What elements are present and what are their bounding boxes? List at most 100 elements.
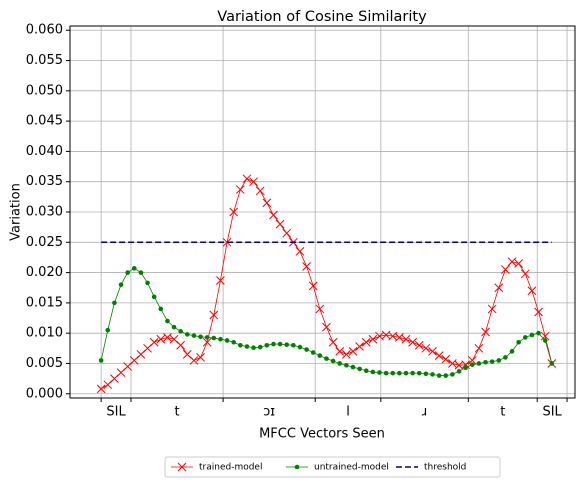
point: [540, 331, 550, 341]
point: [310, 350, 316, 355]
point: [158, 306, 164, 312]
y-tick-label: 0.030: [26, 205, 63, 220]
x-tick-label: t: [500, 405, 505, 420]
point: [448, 359, 457, 368]
point: [414, 340, 424, 350]
point: [269, 210, 278, 220]
point: [529, 332, 535, 338]
point: [297, 344, 303, 350]
point: [456, 369, 462, 374]
y-axis-label: Variation: [9, 183, 24, 241]
point: [204, 335, 210, 340]
y-tick-label: 0.055: [26, 53, 63, 68]
point: [416, 370, 422, 376]
point: [397, 370, 402, 376]
point: [494, 283, 504, 293]
point: [463, 365, 468, 371]
point: [507, 257, 517, 267]
point: [185, 332, 190, 337]
point: [229, 207, 239, 217]
point: [337, 361, 343, 366]
point: [271, 341, 276, 347]
point: [235, 185, 245, 194]
point: [284, 342, 290, 347]
legend-label: untrained-model: [314, 463, 389, 473]
point: [322, 322, 331, 332]
point: [401, 334, 411, 344]
point: [355, 342, 364, 351]
x-tick-label: SIL: [542, 405, 562, 420]
point: [350, 364, 356, 370]
point: [536, 330, 541, 336]
point: [211, 335, 217, 341]
y-tick-label: 0.060: [26, 23, 63, 38]
point: [302, 262, 311, 271]
point: [423, 371, 429, 377]
point: [461, 360, 471, 370]
y-tick-label: 0.025: [26, 235, 63, 250]
chart-title: Variation of Cosine Similarity: [217, 9, 427, 25]
point: [189, 356, 199, 365]
point: [242, 174, 252, 184]
legend-marker: [294, 464, 300, 470]
point: [191, 333, 197, 338]
point: [328, 337, 338, 347]
point: [361, 337, 371, 347]
point: [370, 369, 376, 375]
point: [348, 346, 358, 356]
point: [549, 361, 555, 366]
point: [216, 276, 225, 285]
point: [171, 324, 177, 330]
point: [383, 370, 389, 376]
point: [291, 342, 296, 348]
point: [436, 373, 442, 378]
point: [224, 338, 230, 343]
point: [534, 307, 543, 317]
point: [315, 304, 325, 314]
point: [368, 334, 378, 344]
point: [317, 353, 323, 358]
point: [282, 228, 292, 238]
y-tick-label: 0.050: [26, 83, 63, 98]
point: [196, 353, 205, 362]
x-tick-label: l: [346, 405, 350, 420]
point: [421, 343, 431, 353]
point: [209, 310, 219, 320]
point: [324, 356, 329, 361]
x-tick-label: SIL: [106, 405, 126, 420]
point: [357, 366, 362, 372]
point: [304, 347, 309, 352]
point: [96, 384, 106, 394]
point: [501, 265, 510, 274]
point: [198, 334, 203, 340]
legend-item: threshold: [396, 463, 466, 473]
point: [408, 337, 417, 347]
x-tick-label: ɔɪ: [263, 405, 275, 420]
y-tick-label: 0.005: [26, 356, 63, 371]
point: [476, 361, 482, 366]
point: [308, 281, 318, 291]
point: [542, 338, 548, 343]
point: [176, 340, 186, 350]
point: [363, 368, 369, 374]
point: [138, 270, 144, 275]
point: [218, 336, 223, 342]
point: [118, 282, 124, 288]
point: [178, 329, 183, 334]
point: [496, 358, 502, 363]
legend-item: untrained-model: [286, 463, 389, 473]
point: [255, 186, 265, 196]
point: [474, 343, 484, 353]
point: [527, 286, 537, 296]
x-axis-label: MFCC Vectors Seen: [259, 427, 385, 442]
point: [428, 346, 437, 356]
point: [509, 349, 515, 354]
point: [145, 280, 150, 286]
y-tick-label: 0.015: [26, 295, 63, 310]
point: [520, 269, 530, 279]
y-tick-label: 0.020: [26, 265, 63, 280]
point: [165, 318, 170, 324]
y-tick-label: 0.010: [26, 326, 63, 341]
point: [257, 344, 263, 350]
